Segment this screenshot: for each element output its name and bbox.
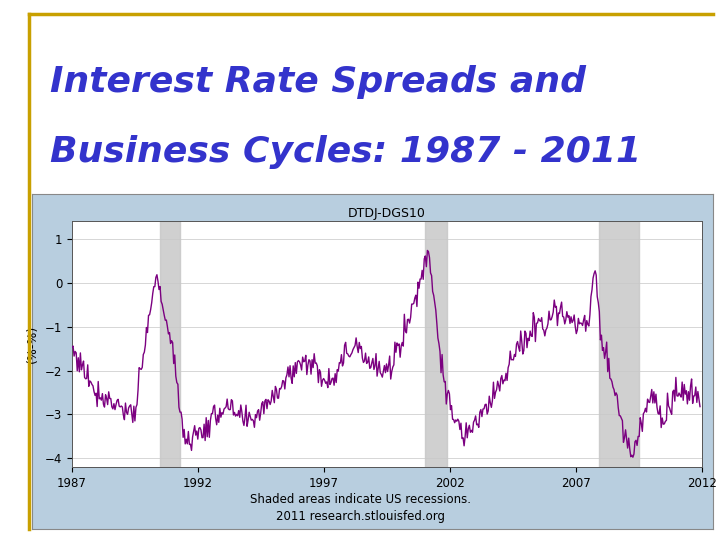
Text: Interest Rate Spreads and: Interest Rate Spreads and	[50, 65, 586, 99]
Text: Business Cycles: 1987 - 2011: Business Cycles: 1987 - 2011	[50, 135, 642, 169]
Text: 2011 research.stlouisfed.org: 2011 research.stlouisfed.org	[276, 510, 444, 523]
Y-axis label: (%-%): (%-%)	[27, 325, 40, 363]
Bar	[425, 221, 447, 467]
Bar	[599, 221, 639, 467]
Text: Shaded areas indicate US recessions.: Shaded areas indicate US recessions.	[250, 493, 470, 506]
Bar	[160, 221, 180, 467]
Title: DTDJ-DGS10: DTDJ-DGS10	[348, 207, 426, 220]
